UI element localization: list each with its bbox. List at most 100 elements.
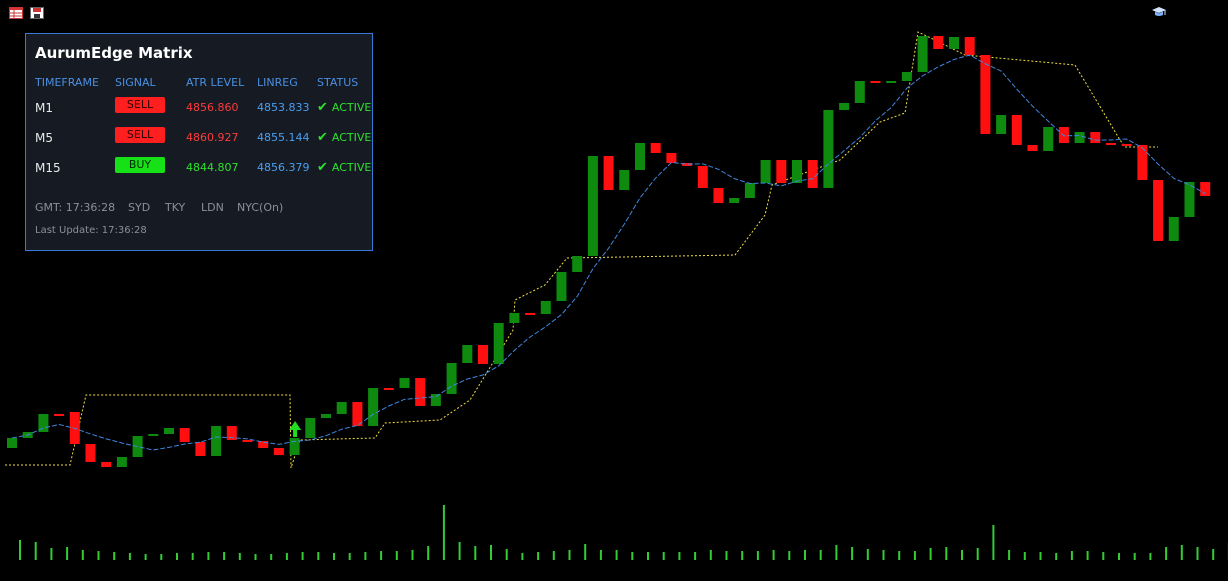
candle <box>478 345 488 364</box>
buy-arrow-icon <box>289 421 302 437</box>
candle <box>964 37 975 55</box>
candle <box>697 166 708 188</box>
volume-bar <box>992 525 995 560</box>
volume-bar <box>1023 552 1026 560</box>
candle <box>493 323 504 364</box>
volume-bar <box>238 553 241 560</box>
volume-bar <box>1118 553 1120 560</box>
candle <box>415 378 426 406</box>
header-status: STATUS <box>317 76 359 89</box>
row-m1-signal-badge: SELL <box>115 97 165 113</box>
candle <box>666 153 677 163</box>
row-m5-signal-badge: SELL <box>115 127 165 143</box>
volume-bar <box>364 552 367 560</box>
volume-bar <box>128 553 131 560</box>
candle <box>1137 145 1148 180</box>
row-m1-status: ✔ ACTIVE <box>317 100 371 115</box>
candle <box>1027 145 1038 151</box>
candle <box>650 143 661 153</box>
candle <box>321 414 331 418</box>
volume-bar <box>898 551 901 560</box>
volume-bar <box>1196 547 1199 560</box>
panel-title: AurumEdge Matrix <box>35 44 193 62</box>
candle <box>352 402 363 426</box>
row-m15-linreg: 4856.379 <box>257 161 310 174</box>
row-m1-linreg: 4853.833 <box>257 101 310 114</box>
volume-bar <box>458 542 461 560</box>
volume-bar <box>1165 547 1168 560</box>
volume-bar <box>144 554 147 560</box>
header-atr-level: ATR LEVEL <box>186 76 245 89</box>
candle <box>556 272 567 301</box>
volume-bar <box>756 551 759 560</box>
volume-bar <box>474 546 477 560</box>
candle <box>917 36 928 72</box>
candle <box>776 160 787 183</box>
candle <box>760 160 771 183</box>
row-m1-status-text: ACTIVE <box>331 101 372 114</box>
volume-bar <box>34 542 37 560</box>
candle <box>273 448 284 455</box>
candle <box>258 441 269 448</box>
candlesticks <box>7 36 1211 467</box>
volume-bar <box>160 554 163 560</box>
volume-bar <box>1039 552 1042 560</box>
row-m5-status: ✔ ACTIVE <box>317 130 371 145</box>
volume-bar <box>929 548 932 560</box>
save-icon[interactable] <box>30 7 44 19</box>
table-icon[interactable] <box>9 7 23 19</box>
row-m5-atr: 4860.927 <box>186 131 239 144</box>
volume-bar <box>207 552 210 560</box>
candle <box>38 414 49 432</box>
candle <box>116 457 127 467</box>
volume-bar <box>945 547 948 560</box>
candle <box>383 388 394 390</box>
candle <box>792 160 802 183</box>
candle <box>807 160 818 188</box>
candle <box>839 103 850 110</box>
volume-bar <box>819 550 822 560</box>
volume-bar <box>285 553 288 560</box>
candle <box>870 81 881 83</box>
candle <box>1200 182 1211 196</box>
candle <box>729 198 740 203</box>
volume-bar <box>804 550 806 560</box>
volume-bar <box>380 551 383 560</box>
header-timeframe: TIMEFRAME <box>35 76 99 89</box>
candle <box>823 110 834 188</box>
candle <box>336 402 347 414</box>
candle <box>635 143 645 170</box>
volume-bar <box>1149 553 1152 560</box>
volume-bar <box>568 550 571 560</box>
candle <box>603 156 614 190</box>
candle <box>744 183 755 198</box>
volume-bar <box>678 552 681 560</box>
linreg-line <box>11 54 1206 451</box>
header-signal: SIGNAL <box>115 76 156 89</box>
volume-bar <box>270 554 273 560</box>
volume-bar <box>741 551 744 560</box>
candle <box>54 414 65 416</box>
session-syd: SYD <box>128 201 151 214</box>
volume-bar <box>317 552 320 560</box>
candle <box>996 115 1007 134</box>
candle <box>713 188 724 203</box>
candle <box>164 428 174 434</box>
volume-bar <box>615 550 618 560</box>
last-update: Last Update: 17:36:28 <box>35 225 147 236</box>
session-nyc: NYC(On) <box>237 201 284 214</box>
candle <box>619 170 630 190</box>
row-m15-signal-badge: BUY <box>115 157 165 173</box>
volume-bar <box>427 546 430 560</box>
candle <box>1106 143 1116 145</box>
graduation-cap-icon[interactable] <box>1151 6 1167 18</box>
volume-bar <box>835 545 838 560</box>
volume-bar <box>113 552 116 560</box>
row-m15-status: ✔ ACTIVE <box>317 160 371 175</box>
candle <box>211 426 222 456</box>
volume-bar <box>1180 545 1183 560</box>
volume-bar <box>552 551 555 560</box>
candle <box>179 428 190 442</box>
volume-bar <box>97 551 100 560</box>
